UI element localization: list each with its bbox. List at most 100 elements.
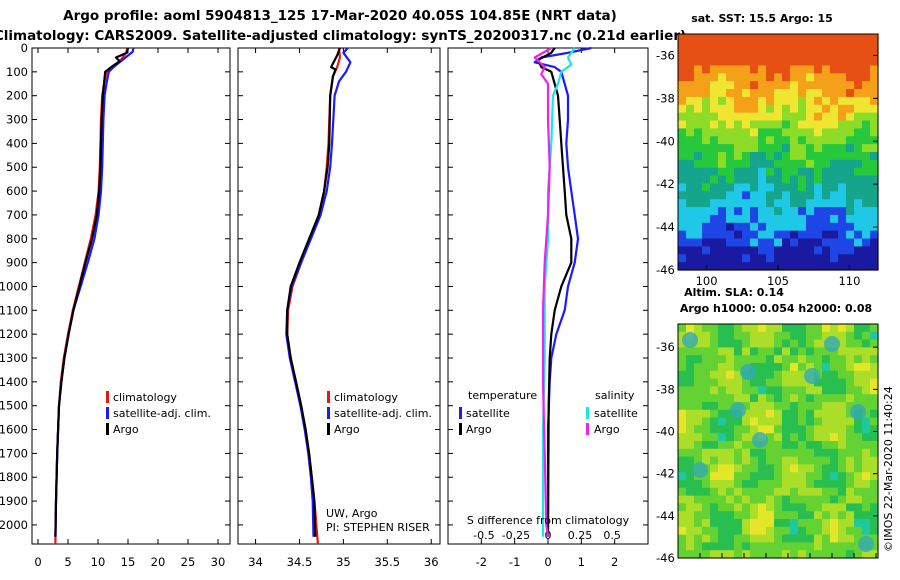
sst-cell xyxy=(838,112,847,122)
sst-cell xyxy=(742,159,751,169)
sla-cell xyxy=(734,355,743,364)
sst-cell xyxy=(686,246,695,255)
sla-cell xyxy=(846,472,855,481)
sla-cell xyxy=(862,417,871,426)
sst-cell xyxy=(702,191,711,200)
sla-cell xyxy=(686,550,695,559)
sla-cell xyxy=(790,511,799,520)
sst-y-tick-label: -40 xyxy=(656,134,675,148)
sla-cell xyxy=(694,487,703,497)
sla-cell xyxy=(790,331,799,341)
sla-eddy xyxy=(730,402,746,418)
sst-cell xyxy=(846,175,855,185)
sla-cell xyxy=(798,339,807,348)
sst-cell xyxy=(798,57,807,67)
sst-cell xyxy=(774,159,783,169)
sst-cell xyxy=(702,246,711,255)
sst-cell xyxy=(678,152,687,161)
sst-cell xyxy=(798,167,807,177)
sla-cell xyxy=(830,417,839,426)
sla-cell xyxy=(862,472,871,481)
sla-cell xyxy=(870,370,879,380)
sla-cell xyxy=(870,409,879,419)
sla-cell xyxy=(870,495,879,504)
sst-cell xyxy=(718,65,727,74)
sst-cell xyxy=(790,96,799,106)
sst-cell xyxy=(710,199,719,208)
sla-cell xyxy=(758,324,767,333)
sst-cell xyxy=(806,65,815,74)
sst-cell xyxy=(686,167,695,177)
sla-cell xyxy=(718,542,727,551)
sst-cell xyxy=(710,207,719,216)
sst-cell xyxy=(846,214,855,224)
sst-cell xyxy=(734,112,743,122)
sla-cell xyxy=(782,503,791,512)
sst-cell xyxy=(798,89,807,98)
sla-cell xyxy=(694,378,703,387)
sst-cell xyxy=(758,167,767,177)
sla-cell xyxy=(694,402,703,411)
sla-cell xyxy=(846,386,855,395)
sla-cell xyxy=(710,464,719,473)
sst-cell xyxy=(822,81,831,90)
sst-cell xyxy=(854,112,863,122)
sla-cell xyxy=(838,339,847,348)
sst-cell xyxy=(822,262,831,271)
sst-cell xyxy=(766,207,775,216)
sla-cell xyxy=(814,526,823,536)
sla-cell xyxy=(790,550,799,559)
sst-cell xyxy=(686,207,695,216)
sst-cell xyxy=(766,65,775,74)
sla-cell xyxy=(854,417,863,426)
depth-tick-label: 1100 xyxy=(0,303,28,317)
sst-cell xyxy=(854,152,863,161)
sst-cell xyxy=(678,254,687,263)
sst-cell xyxy=(758,199,767,208)
sst-cell xyxy=(774,65,783,74)
sst-cell xyxy=(830,214,839,224)
sst-cell xyxy=(678,136,687,145)
sla-cell xyxy=(846,534,855,543)
sst-cell xyxy=(782,57,791,67)
sla-cell xyxy=(678,417,687,426)
sst-cell xyxy=(846,144,855,153)
sla-cell xyxy=(870,480,879,489)
sst-cell xyxy=(862,207,871,216)
sst-cell xyxy=(726,214,735,224)
sst-cell xyxy=(790,167,799,177)
sla-cell xyxy=(846,402,855,411)
sst-cell xyxy=(726,222,735,232)
sst-cell xyxy=(750,175,759,185)
sst-cell xyxy=(790,152,799,161)
sst-cell xyxy=(806,120,815,129)
sla-cell xyxy=(814,433,823,442)
sla-cell xyxy=(830,534,839,543)
sla-cell xyxy=(846,441,855,450)
sla-cell xyxy=(726,370,735,380)
sla-cell xyxy=(838,550,847,559)
sla-cell xyxy=(798,363,807,372)
sst-cell xyxy=(750,96,759,106)
sla-cell xyxy=(686,519,695,528)
x-tick-label: 34.5 xyxy=(287,555,313,569)
sla-cell xyxy=(822,402,831,411)
sla-cell xyxy=(862,433,871,442)
sla-cell xyxy=(798,378,807,387)
sst-cell xyxy=(710,34,719,43)
sst-cell xyxy=(870,120,879,129)
sst-cell xyxy=(710,128,719,137)
sst-cell xyxy=(870,207,879,216)
sst-cell xyxy=(702,34,711,43)
sst-cell xyxy=(790,222,799,232)
x-tick-label: -2 xyxy=(476,555,487,569)
sla-cell xyxy=(838,448,847,458)
sla-cell xyxy=(806,464,815,473)
sla-cell xyxy=(766,472,775,481)
sst-cell xyxy=(710,214,719,224)
x-tick-label: 5 xyxy=(64,555,71,569)
sst-cell xyxy=(734,128,743,137)
sst-cell xyxy=(806,262,815,271)
legend-swatch-satellite xyxy=(327,407,330,419)
sla-cell xyxy=(702,441,711,450)
